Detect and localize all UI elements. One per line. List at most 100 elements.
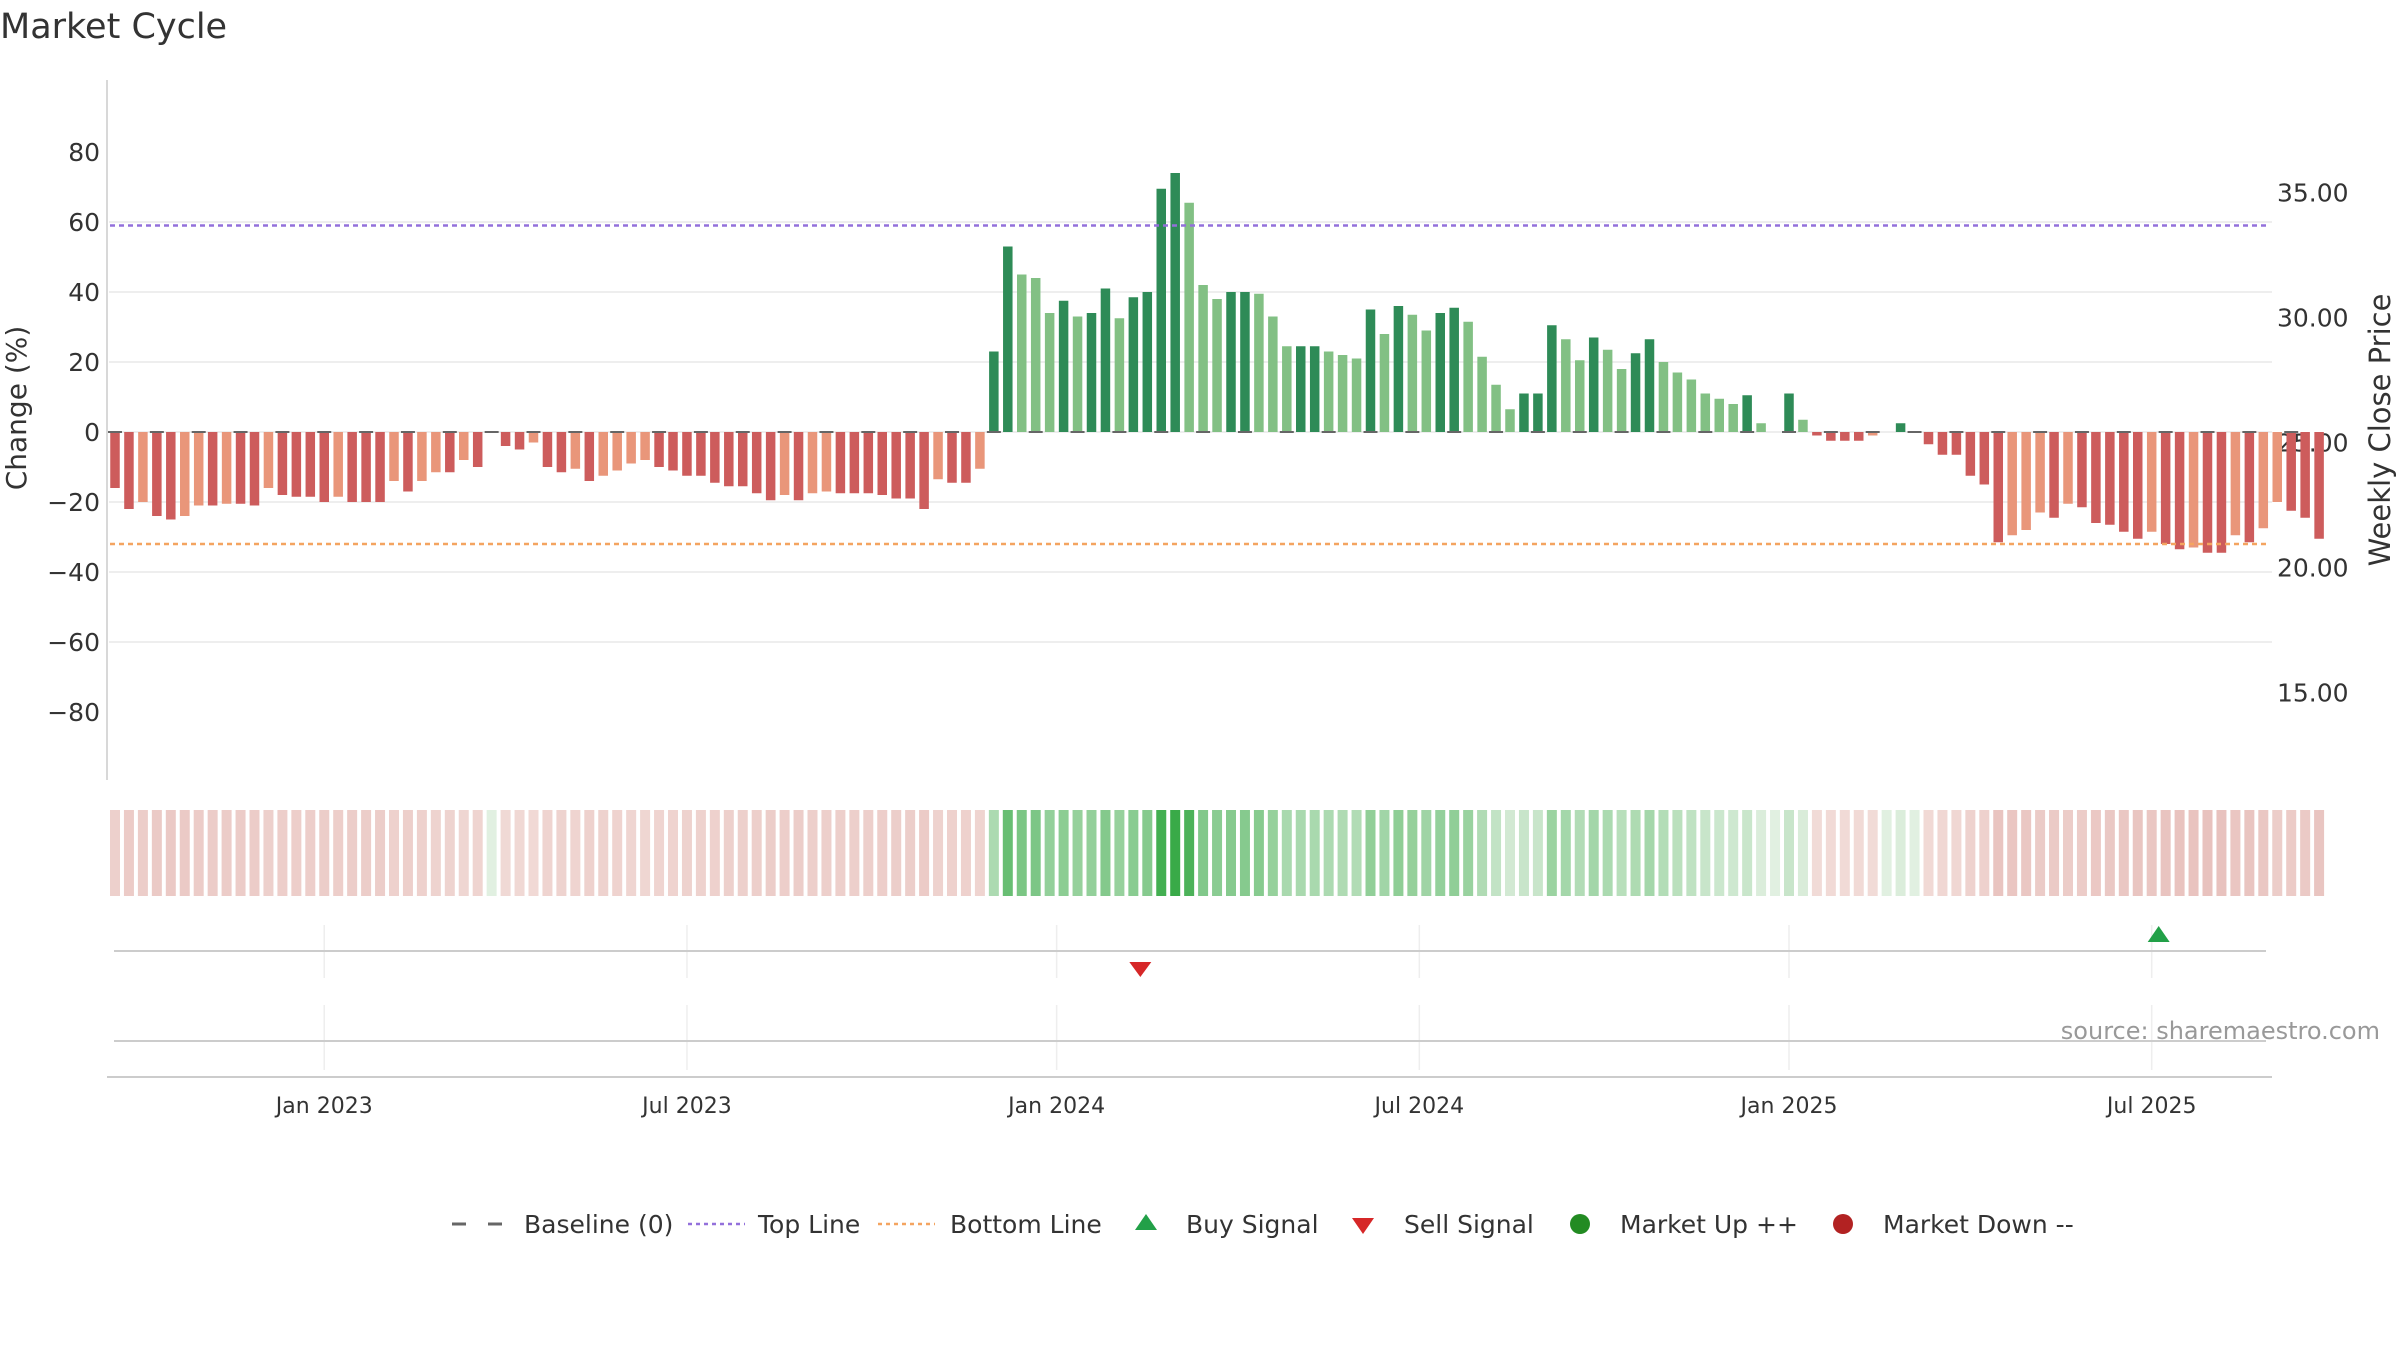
- strip-cell: [1002, 810, 1013, 896]
- strip-cell: [1421, 810, 1432, 896]
- bar: [905, 432, 915, 499]
- signal-markers: [1129, 926, 2170, 977]
- bar: [207, 432, 218, 506]
- bar: [1435, 313, 1445, 432]
- strip-cell: [863, 810, 874, 896]
- bar: [598, 432, 608, 476]
- strip-cell: [1058, 810, 1069, 896]
- bar: [807, 432, 818, 494]
- bar: [612, 432, 622, 471]
- bar: [2160, 432, 2171, 544]
- bar: [1282, 346, 1292, 432]
- bar: [180, 432, 190, 516]
- strip-cell: [2021, 810, 2032, 896]
- legend-sell-label: Sell Signal: [1404, 1210, 1534, 1239]
- strip-cell: [2314, 810, 2325, 896]
- legend-sell-icon: [1352, 1218, 1374, 1234]
- bar: [1365, 309, 1376, 432]
- legend-market-down-icon: [1833, 1214, 1853, 1234]
- bar: [1728, 404, 1738, 432]
- bar: [682, 432, 692, 476]
- strip-cell: [1742, 810, 1753, 896]
- chart-title: Market Cycle: [0, 7, 227, 47]
- strip-cell: [207, 810, 218, 896]
- strip-cell: [277, 810, 288, 896]
- bar: [779, 432, 790, 495]
- strip-cell: [2216, 810, 2227, 896]
- bar: [2216, 432, 2227, 553]
- bar: [138, 432, 148, 502]
- bar: [305, 432, 316, 497]
- strip-cell: [486, 810, 497, 896]
- bar: [277, 432, 288, 495]
- strip-cell: [2244, 810, 2255, 896]
- strip-cell: [1784, 810, 1794, 896]
- bar: [793, 432, 804, 501]
- bar: [1840, 432, 1850, 441]
- bar: [2049, 432, 2059, 518]
- strip-cell: [1239, 810, 1250, 896]
- market-gridlines: [323, 1005, 2153, 1070]
- heat-strip: [110, 810, 2325, 896]
- strip-cell: [1993, 810, 2004, 896]
- bars: [110, 173, 2324, 553]
- bar: [654, 432, 664, 467]
- strip-cell: [584, 810, 595, 896]
- legend: Baseline (0) Top Line Bottom Line Buy Si…: [452, 1210, 2074, 1239]
- strip-cell: [305, 810, 316, 896]
- strip-cell: [1253, 810, 1264, 896]
- y-tick-label: −20: [47, 488, 100, 517]
- bar: [2244, 432, 2255, 543]
- bar: [152, 432, 162, 516]
- y-tick-label: 0: [84, 418, 100, 447]
- strip-cell: [444, 810, 455, 896]
- strip-cell: [2230, 810, 2241, 896]
- x-tick-label: Jan 2024: [1006, 1094, 1105, 1119]
- strip-cell: [193, 810, 204, 896]
- strip-cell: [974, 810, 985, 896]
- bar: [221, 432, 232, 504]
- bar: [1044, 313, 1055, 432]
- bar: [1226, 292, 1236, 432]
- strip-cell: [835, 810, 846, 896]
- bar: [2188, 432, 2199, 548]
- bar: [584, 432, 595, 481]
- bar: [2021, 432, 2031, 530]
- bar: [1923, 432, 1934, 445]
- bar: [626, 432, 636, 464]
- strip-cell: [319, 810, 330, 896]
- strip-cell: [765, 810, 776, 896]
- bar: [2272, 432, 2282, 502]
- strip-cell: [2286, 810, 2297, 896]
- bar: [1337, 355, 1348, 432]
- strip-cell: [2104, 810, 2115, 896]
- bar: [933, 432, 943, 480]
- x-tick-label: Jul 2023: [640, 1094, 732, 1119]
- signal-panel: [114, 925, 2266, 978]
- bar: [263, 432, 274, 488]
- bar: [1323, 351, 1334, 432]
- strip-cell: [2174, 810, 2185, 896]
- strip-cell: [1365, 810, 1376, 896]
- strip-cell: [472, 810, 483, 896]
- strip-cell: [1281, 810, 1292, 896]
- y-tick-label: −60: [47, 628, 100, 657]
- strip-cell: [1379, 810, 1390, 896]
- strip-cell: [1770, 810, 1781, 896]
- bar: [445, 432, 455, 473]
- strip-cell: [151, 810, 162, 896]
- strip-cell: [1170, 810, 1181, 896]
- strip-cell: [1602, 810, 1613, 896]
- strip-cell: [1128, 810, 1139, 896]
- bar: [2258, 432, 2269, 529]
- bar: [1212, 299, 1222, 432]
- strip-cell: [2300, 810, 2311, 896]
- bar: [542, 432, 553, 467]
- strip-cell: [988, 810, 999, 896]
- bar: [1533, 393, 1543, 432]
- bar: [2314, 432, 2324, 539]
- strip-cell: [2090, 810, 2101, 896]
- bar: [1951, 432, 1962, 455]
- bar: [2202, 432, 2213, 553]
